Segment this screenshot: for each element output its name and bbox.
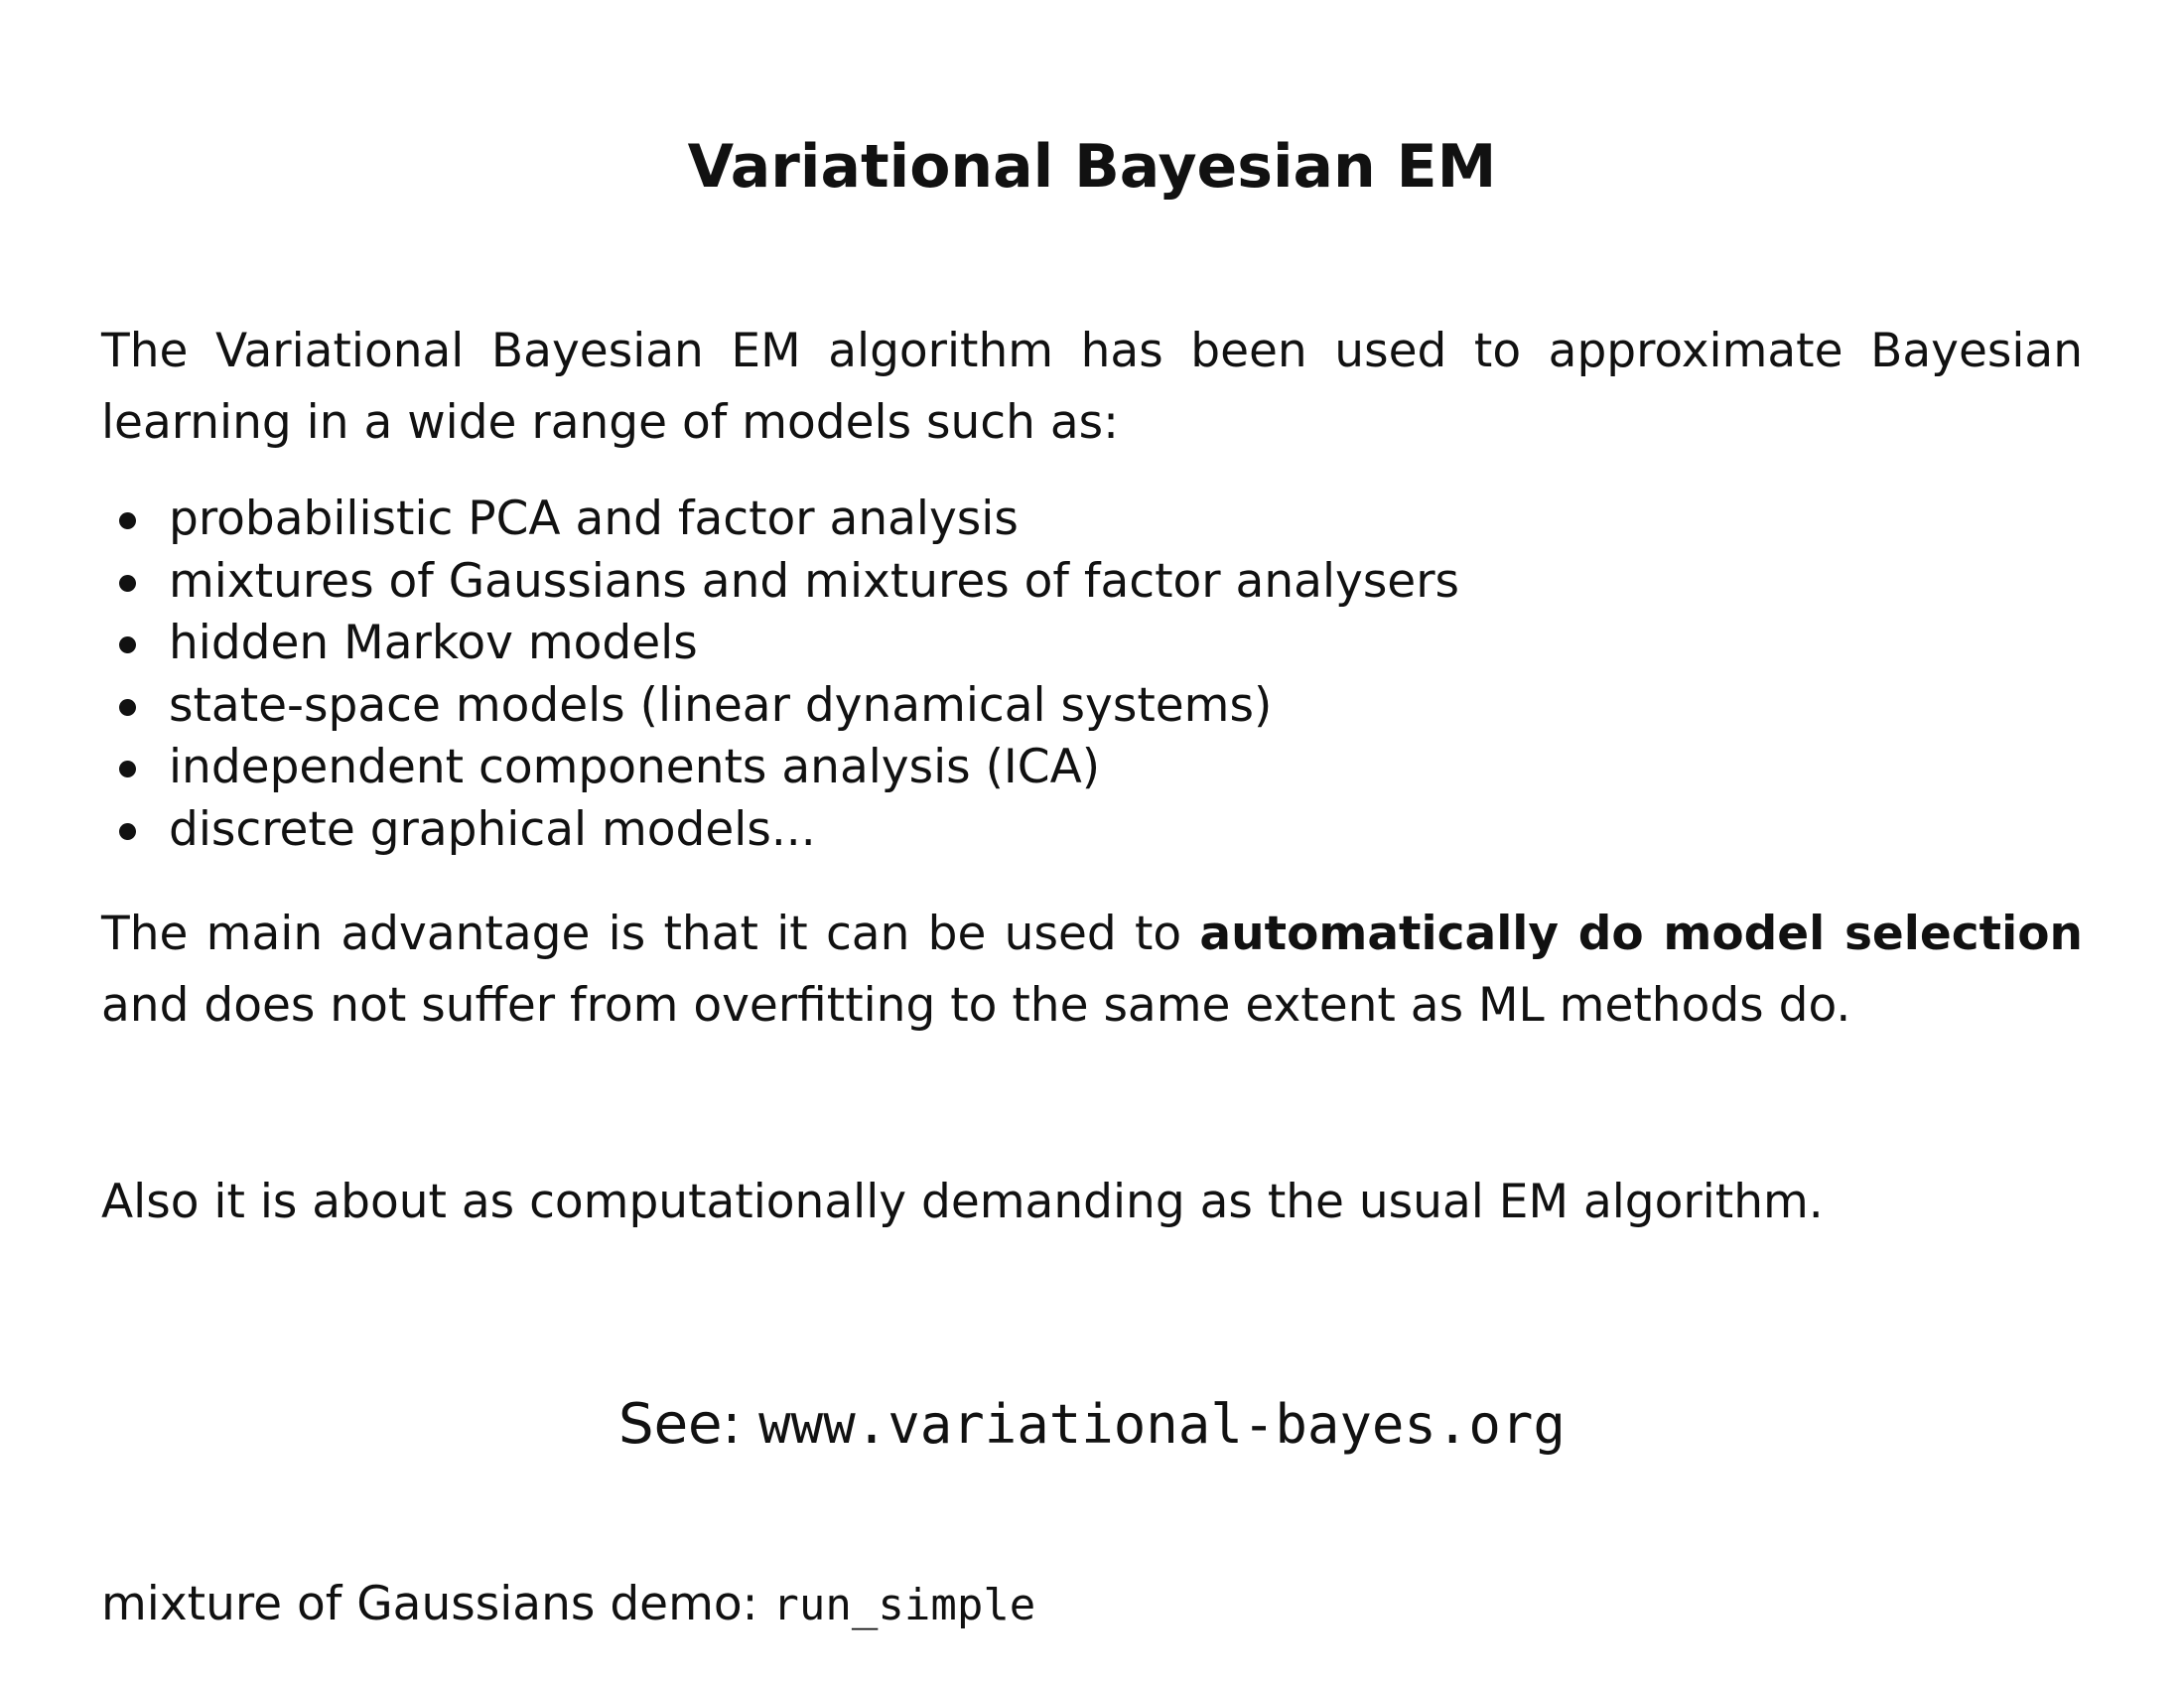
bullet-icon [119,512,136,529]
demo-command: run_simple [772,1580,1036,1630]
list-item-text: state-space models (linear dynamical sys… [169,677,1273,733]
list-item: probabilistic PCA and factor analysis [101,489,2083,551]
bullet-icon [119,761,136,777]
list-item: state-space models (linear dynamical sys… [101,675,2083,738]
see-label: See: [618,1392,759,1457]
list-item: independent components analysis (ICA) [101,737,2083,799]
advantage-emphasis: automatically do model selection [1199,907,2083,961]
list-item: hidden Markov models [101,613,2083,675]
see-line: See: www.variational-bayes.org [0,1385,2184,1465]
list-item-text: mixtures of Gaussians and mixtures of fa… [169,553,1460,609]
advantage-text-end: and does not suffer from overfitting to … [101,978,1851,1033]
demo-line: mixture of Gaussians demo: run_simple [101,1569,1035,1641]
demo-label: mixture of Gaussians demo: [101,1577,773,1631]
bullet-icon [119,822,136,840]
advantage-paragraph: The main advantage is that it can be use… [101,899,2083,1042]
list-item-text: discrete graphical models... [169,801,816,857]
bullet-icon [119,574,136,592]
list-item-text: probabilistic PCA and factor analysis [169,492,1019,546]
model-list: probabilistic PCA and factor analysis mi… [101,489,2083,861]
also-paragraph: Also it is about as computationally dema… [101,1175,1824,1229]
advantage-text-start: The main advantage is that it can be use… [101,907,1200,961]
list-item-text: independent components analysis (ICA) [169,740,1101,794]
bullet-icon [119,636,136,653]
list-item: discrete graphical models... [101,799,2083,862]
slide-title: Variational Bayesian EM [687,132,1497,202]
website-link[interactable]: www.variational-bayes.org [758,1393,1566,1456]
bullet-icon [119,698,136,716]
list-item-text: hidden Markov models [169,616,698,670]
list-item: mixtures of Gaussians and mixtures of fa… [101,551,2083,614]
intro-paragraph: The Variational Bayesian EM algorithm ha… [101,324,2083,450]
